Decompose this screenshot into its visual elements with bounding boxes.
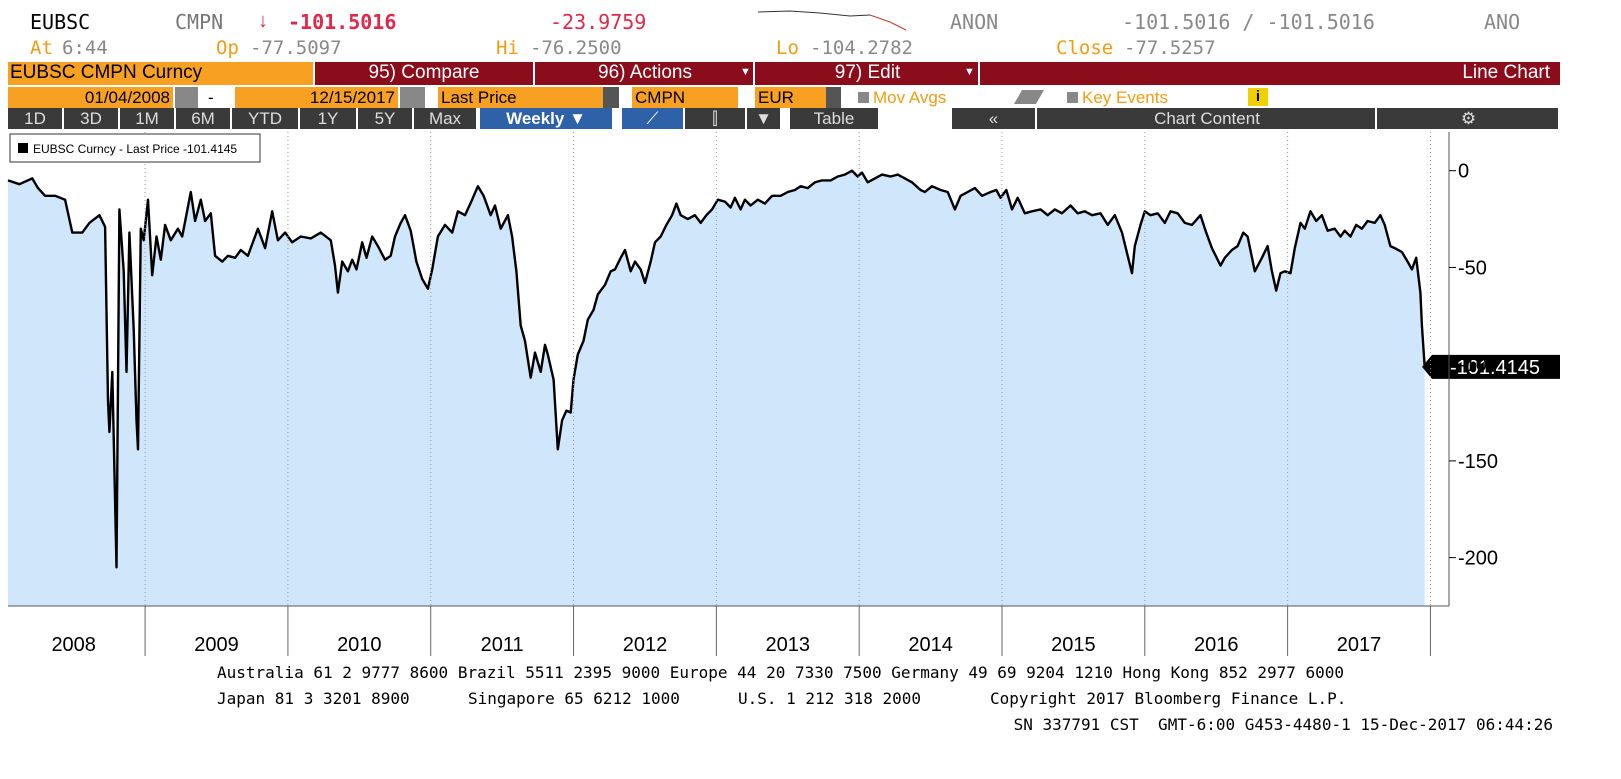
high-value: -76.2500 <box>530 37 622 59</box>
sparkline <box>757 10 871 17</box>
copyright: Copyright 2017 Bloomberg Finance L.P. <box>990 689 1347 708</box>
currency-field[interactable]: EUR <box>755 87 826 108</box>
line <box>7 169 1426 569</box>
range-button[interactable]: 1M <box>120 108 174 129</box>
close-value: -77.5257 <box>1124 37 1216 59</box>
settings-button[interactable]: ⚙ <box>1379 108 1558 129</box>
chart-content: Chart Content <box>1154 109 1260 128</box>
last-price: -101.5016 <box>288 10 397 34</box>
x-tick-label: 2016 <box>1194 634 1239 656</box>
x-tick-label: 2015 <box>1051 634 1096 656</box>
key-events[interactable]: Key Events <box>1082 88 1168 107</box>
menu-actions[interactable]: 96) Actions <box>537 62 755 85</box>
y-tick-label: 0 <box>1458 161 1469 183</box>
calendar-icon[interactable] <box>400 87 425 108</box>
last-value-label: -101.4145 <box>1450 357 1540 379</box>
ticker: EUBSC <box>30 10 91 34</box>
dropdown[interactable] <box>603 87 619 108</box>
at-value: 6:44 <box>62 37 108 59</box>
field-select[interactable]: Last Price <box>438 87 603 108</box>
session-info: SN 337791 CST GMT-6:00 G453-4480-1 15-De… <box>1013 715 1553 734</box>
dropdown-arrow: ▼ <box>964 66 975 78</box>
dropdown-arrow: ▼ <box>740 66 751 78</box>
open-label: Op <box>216 37 239 59</box>
x-tick-label: 2011 <box>481 634 524 656</box>
range-button[interactable]: 3D <box>64 108 118 129</box>
range-button[interactable]: 1D <box>8 108 62 129</box>
footer-contact: Singapore 65 6212 1000 <box>468 689 680 708</box>
bar-icon[interactable]: ⫿ <box>685 108 745 129</box>
security-field[interactable]: EUBSC CMPN Curncy <box>8 62 313 85</box>
chart-content-button[interactable]: Chart Content <box>1039 108 1377 129</box>
source: CMPN <box>175 10 224 34</box>
change: -23.9759 <box>550 10 647 34</box>
mov-avgs[interactable]: Mov Avgs <box>873 88 947 107</box>
range-button[interactable]: 1Y <box>300 108 356 129</box>
x-tick-label: 2008 <box>51 634 96 656</box>
range-button[interactable]: 5Y <box>358 108 412 129</box>
end-date[interactable]: 12/15/2017 <box>235 87 398 108</box>
y-tick-label: -200 <box>1458 548 1498 570</box>
x-tick-label: 2012 <box>623 634 668 656</box>
calendar-icon[interactable] <box>175 87 198 108</box>
at-label: At <box>30 37 53 59</box>
x-tick-label: 2010 <box>337 634 382 656</box>
start-date[interactable]: 01/04/2008 <box>8 87 173 108</box>
y-tick-label: -50 <box>1458 257 1487 279</box>
source3: ANO <box>1484 10 1521 34</box>
dropdown[interactable] <box>826 87 841 108</box>
last-value-tag <box>1422 354 1560 379</box>
legend-box <box>9 133 261 163</box>
sparkline <box>869 14 907 31</box>
footer-contact: Japan 81 3 3201 8900 <box>217 689 410 708</box>
high-label: Hi <box>496 37 519 59</box>
footer-contacts: Australia 61 2 9777 8600 Brazil 5511 239… <box>217 663 1345 682</box>
range-button[interactable]: Max <box>414 108 476 129</box>
menu-edit[interactable]: 97) Edit <box>757 62 980 85</box>
legend-swatch <box>18 143 28 153</box>
close-label: Close <box>1056 37 1114 59</box>
checkbox[interactable] <box>1067 92 1078 103</box>
source2: ANON <box>950 10 999 34</box>
y-tick-label: -100 <box>1458 354 1498 376</box>
line-icon[interactable]: ⟋ <box>622 108 683 129</box>
footer-contact: U.S. 1 212 318 2000 <box>738 689 922 708</box>
collapse-button[interactable]: « <box>952 108 1037 129</box>
x-tick-label: 2017 <box>1337 634 1382 656</box>
table-button[interactable]: Table <box>790 108 878 129</box>
arrow: ↓ <box>258 10 268 32</box>
date-sep: - <box>208 88 214 107</box>
x-tick-label: 2013 <box>766 634 811 656</box>
dropdown[interactable]: ▼ <box>747 108 780 129</box>
chart-kind[interactable]: Line Chart <box>1462 62 1550 83</box>
low-value: -104.2782 <box>810 37 913 59</box>
period: Weekly <box>506 109 565 128</box>
open-value: -77.5097 <box>250 37 342 59</box>
range-button[interactable]: YTD <box>232 108 298 129</box>
menu-compare[interactable]: 95) Compare <box>315 62 535 85</box>
source-field[interactable]: CMPN <box>632 87 738 108</box>
low-label: Lo <box>776 37 799 59</box>
x-tick-label: 2009 <box>194 634 239 656</box>
range-button[interactable]: 6M <box>176 108 230 129</box>
legend-label: EUBSC Curncy - Last Price -101.4145 <box>33 142 237 156</box>
info-button[interactable]: i <box>1248 88 1268 106</box>
x-tick-label: 2014 <box>908 634 953 656</box>
bid-ask: -101.5016 / -101.5016 <box>1122 10 1375 34</box>
checkbox[interactable] <box>858 92 869 103</box>
period-select[interactable]: Weekly ▼ <box>480 108 612 129</box>
y-tick-label: -150 <box>1458 451 1498 473</box>
